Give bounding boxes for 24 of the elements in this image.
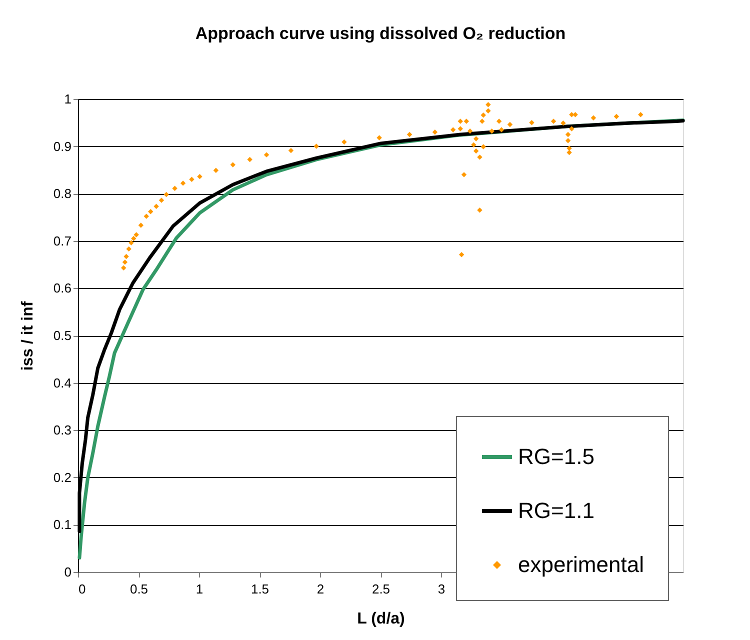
x-tick-label: 0.5 [130, 582, 148, 596]
x-tick-label: 1.5 [250, 582, 270, 596]
y-tick-label: 0.7 [53, 233, 72, 248]
x-tick-label: 1 [196, 582, 204, 596]
legend-label: experimental [518, 552, 644, 577]
y-tick-label: 0.5 [53, 328, 72, 343]
legend-label: RG=1.5 [518, 444, 594, 469]
x-tick-label: 3 [438, 582, 446, 596]
x-tick-label: 2 [316, 582, 324, 596]
legend-label: RG=1.1 [518, 498, 594, 523]
y-tick-label: 0.3 [53, 422, 72, 438]
y-tick-label: 0.2 [53, 470, 72, 485]
x-tick-label: 0 [78, 582, 86, 596]
x-axis-title: L (d/a) [357, 610, 405, 628]
y-tick-label: 0.4 [53, 375, 72, 390]
y-tick-label: 1 [64, 92, 72, 106]
y-tick-label: 0.1 [53, 517, 72, 532]
y-tick-label: 0.8 [53, 186, 72, 202]
chart-title: Approach curve using dissolved O₂ reduction [195, 24, 566, 43]
y-tick-label: 0.6 [53, 280, 72, 296]
y-tick-label: 0.9 [53, 138, 72, 154]
x-tick-label: 2.5 [372, 582, 390, 596]
y-axis-title: iss / it inf [19, 300, 36, 371]
y-tick-label: 0 [64, 564, 72, 580]
